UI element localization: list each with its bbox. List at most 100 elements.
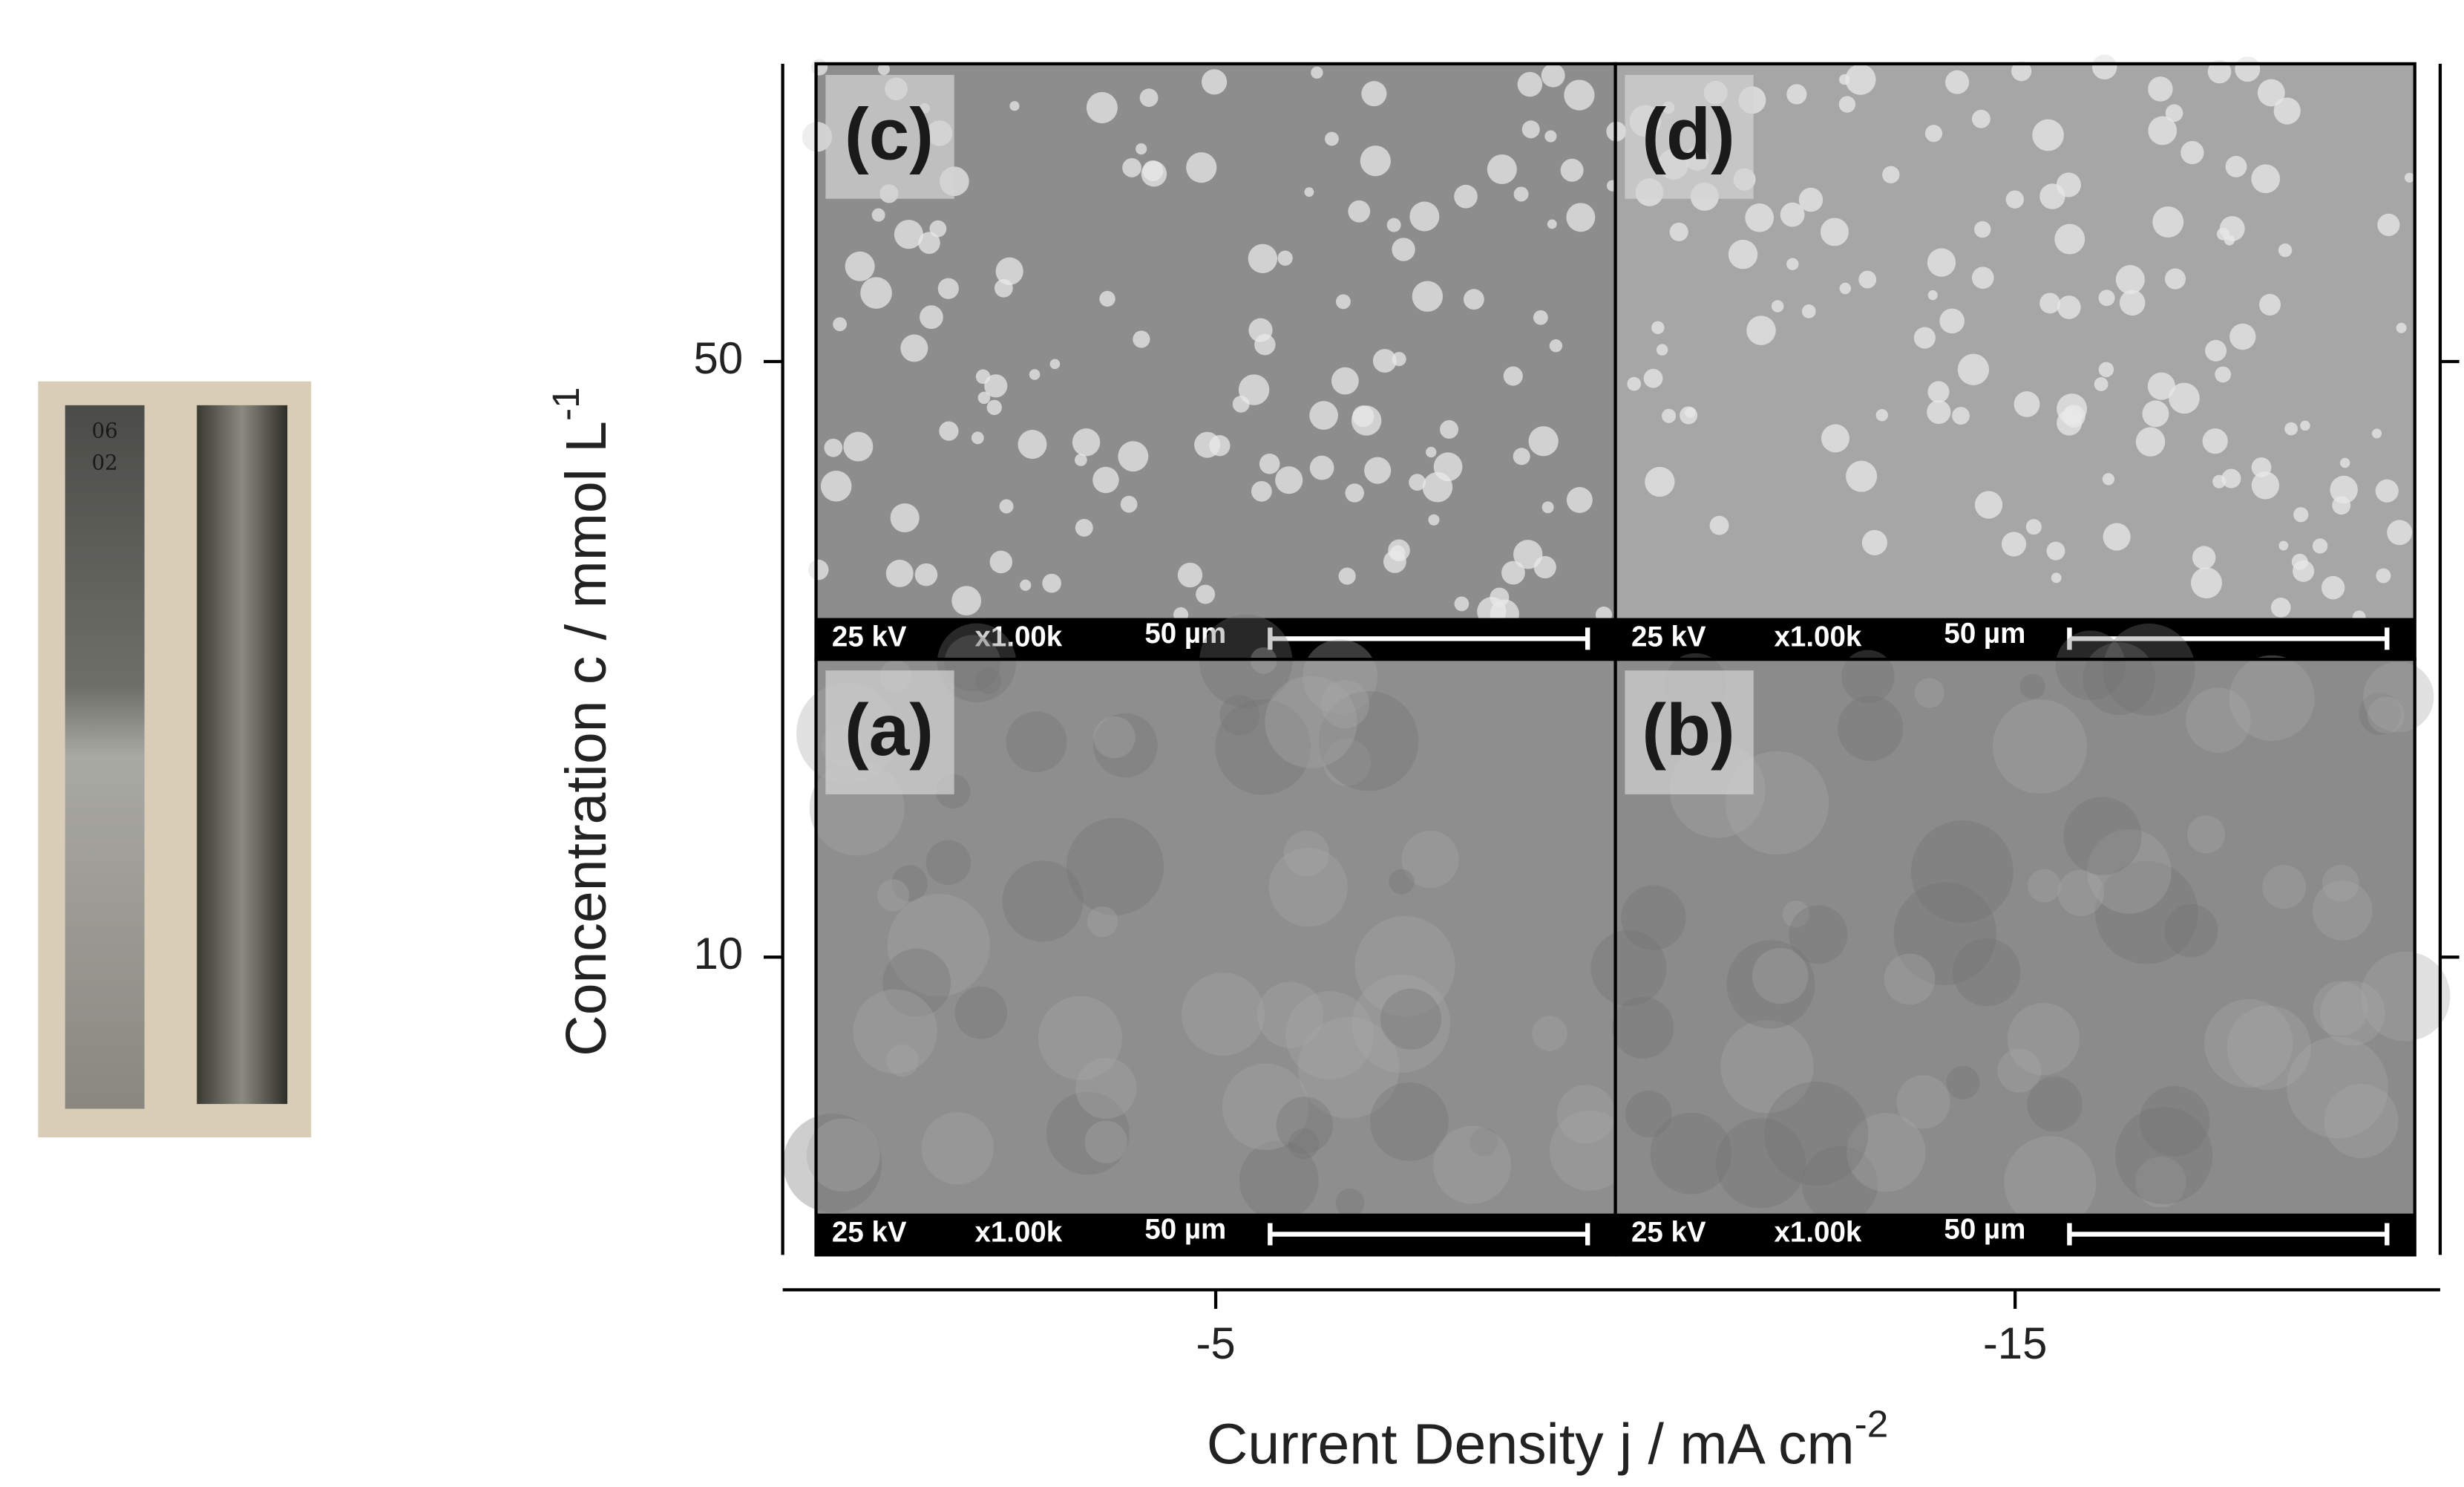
label-box xyxy=(825,74,954,199)
y-axis-label-sup: -1 xyxy=(544,387,586,421)
texture xyxy=(1789,905,1848,964)
texture xyxy=(2287,1036,2388,1139)
texture xyxy=(1020,579,1032,591)
texture xyxy=(1882,166,1900,184)
texture xyxy=(2321,575,2345,600)
texture xyxy=(1401,830,1459,889)
texture xyxy=(2293,507,2309,523)
texture xyxy=(2087,829,2172,914)
texture xyxy=(1924,125,1943,143)
texture xyxy=(2262,865,2307,909)
texture xyxy=(1219,695,1260,736)
texture xyxy=(1517,71,1543,97)
texture xyxy=(1285,991,1374,1079)
texture xyxy=(1323,739,1371,786)
texture xyxy=(2164,268,2186,290)
texture xyxy=(2103,523,2131,551)
texture xyxy=(2098,362,2114,378)
texture xyxy=(1092,466,1119,494)
texture xyxy=(1351,974,1451,1073)
voltage: 25 kV xyxy=(1631,1217,1706,1249)
texture xyxy=(1974,491,2003,519)
texture xyxy=(1875,409,1888,422)
texture xyxy=(2139,1085,2210,1157)
texture xyxy=(1820,218,1849,246)
texture xyxy=(1566,203,1596,232)
texture xyxy=(1726,940,1815,1029)
texture xyxy=(1325,131,1339,146)
texture xyxy=(1248,318,1273,342)
texture xyxy=(2204,999,2293,1088)
texture xyxy=(2039,293,2061,314)
texture xyxy=(2322,864,2359,902)
texture xyxy=(1893,882,1997,985)
panel-label: (a) xyxy=(845,689,934,771)
texture xyxy=(1801,1146,1878,1223)
magnification: x1.00k xyxy=(974,621,1062,653)
texture xyxy=(1927,381,1950,403)
texture xyxy=(783,1114,882,1213)
scale-label: 50 µm xyxy=(1944,618,2025,650)
texture xyxy=(1251,480,1272,502)
texture xyxy=(1945,70,1970,94)
texture xyxy=(1952,407,1970,425)
texture xyxy=(999,499,1014,514)
label-box xyxy=(1625,670,1754,794)
texture xyxy=(1093,716,1136,759)
texture xyxy=(810,59,828,76)
texture xyxy=(1838,96,1856,113)
texture xyxy=(1549,339,1563,353)
texture xyxy=(1590,929,1667,1007)
texture xyxy=(824,438,843,457)
texture xyxy=(1771,300,1784,313)
magnification: x1.00k xyxy=(1775,1217,1862,1249)
texture xyxy=(1256,981,1324,1048)
texture xyxy=(1318,690,1419,791)
texture xyxy=(1275,466,1303,494)
texture xyxy=(1182,973,1265,1056)
texture xyxy=(2001,532,2027,557)
axes: -5 -15 10 50 xyxy=(694,63,2460,1368)
texture xyxy=(2007,1002,2080,1076)
texture xyxy=(2270,597,2291,618)
texture xyxy=(2019,673,2045,699)
texture xyxy=(1432,1125,1511,1204)
texture xyxy=(2359,693,2402,735)
x-axis-label-text: Current Density j / mA cm xyxy=(1207,1413,1855,1477)
texture xyxy=(1122,158,1141,177)
texture xyxy=(1099,290,1115,307)
texture xyxy=(2103,623,2195,716)
texture xyxy=(1801,304,1816,318)
y-axis-label: Concentration c / mmol L-1 xyxy=(544,387,618,1056)
texture xyxy=(2046,541,2065,561)
texture xyxy=(2180,140,2204,165)
texture xyxy=(1046,1091,1130,1175)
texture xyxy=(2062,405,2083,425)
texture xyxy=(1345,483,1364,503)
texture xyxy=(1656,344,1668,356)
texture xyxy=(2216,227,2229,241)
sem-panels: 25 kV x1.00k 50 µm(c)25 kV x1.00k 50 µm(d)25… xyxy=(783,54,2451,1257)
texture xyxy=(1268,847,1348,927)
sample-photo: 06 02 xyxy=(38,381,312,1138)
texture xyxy=(1556,1085,1616,1144)
texture xyxy=(2300,420,2310,431)
texture xyxy=(989,550,1013,574)
sem-panel: 25 kV x1.00k 50 µm (a) xyxy=(783,614,1631,1257)
texture xyxy=(1428,514,1440,526)
texture xyxy=(1297,1016,1400,1119)
texture xyxy=(1627,376,1642,391)
texture xyxy=(1643,368,1663,388)
sem-panel: 25 kV x1.00k 50 µm (b) xyxy=(1590,623,2451,1257)
texture xyxy=(1464,289,1484,310)
texture xyxy=(1042,573,1061,593)
texture xyxy=(1651,321,1665,335)
sample-strip xyxy=(197,405,288,1105)
texture xyxy=(2094,377,2109,391)
texture xyxy=(2227,1005,2312,1091)
texture xyxy=(2278,540,2289,551)
texture xyxy=(2094,860,2198,964)
texture xyxy=(1002,860,1084,942)
texture xyxy=(2229,323,2256,350)
magnification: x1.00k xyxy=(1775,621,1862,653)
